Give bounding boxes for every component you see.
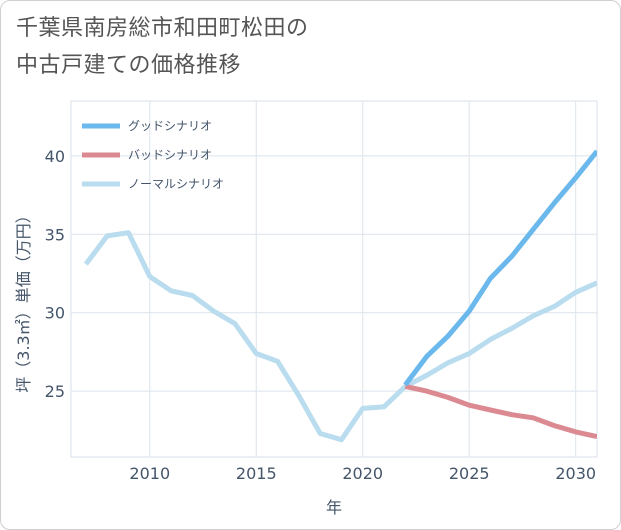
plot-area <box>70 100 598 458</box>
bad-scenario-line <box>404 383 597 440</box>
x-tick-label: 2010 <box>129 464 170 483</box>
chart-title: 千葉県南房総市和田町松田の 中古戸建ての価格推移 <box>16 10 606 84</box>
good-scenario-line <box>403 149 597 387</box>
y-tick-label: 35 <box>45 225 65 244</box>
y-axis-label: 坪（3.3㎡）単価（万円） <box>14 207 33 392</box>
chart-title-line-2: 中古戸建ての価格推移 <box>16 53 242 78</box>
y-tick-label: 40 <box>45 147 65 166</box>
legend-label: バッドシナリオ <box>128 148 212 162</box>
legend-label: ノーマルシナリオ <box>128 177 224 191</box>
axis-ticks: 2010 2015 2020 2025 2030 25 30 35 40 <box>45 147 596 483</box>
legend-label: グッドシナリオ <box>128 119 212 133</box>
y-tick-label: 30 <box>45 304 65 323</box>
x-tick-label: 2015 <box>236 464 277 483</box>
x-axis-label: 年 <box>326 498 342 517</box>
chart-title-line-1: 千葉県南房総市和田町松田の <box>16 16 309 41</box>
y-tick-label: 25 <box>45 382 65 401</box>
x-tick-label: 2025 <box>449 464 490 483</box>
normal-scenario-line <box>83 230 597 443</box>
x-tick-label: 2020 <box>342 464 383 483</box>
grid-lines <box>71 101 597 457</box>
series-lines <box>83 149 597 443</box>
x-tick-label: 2030 <box>555 464 596 483</box>
